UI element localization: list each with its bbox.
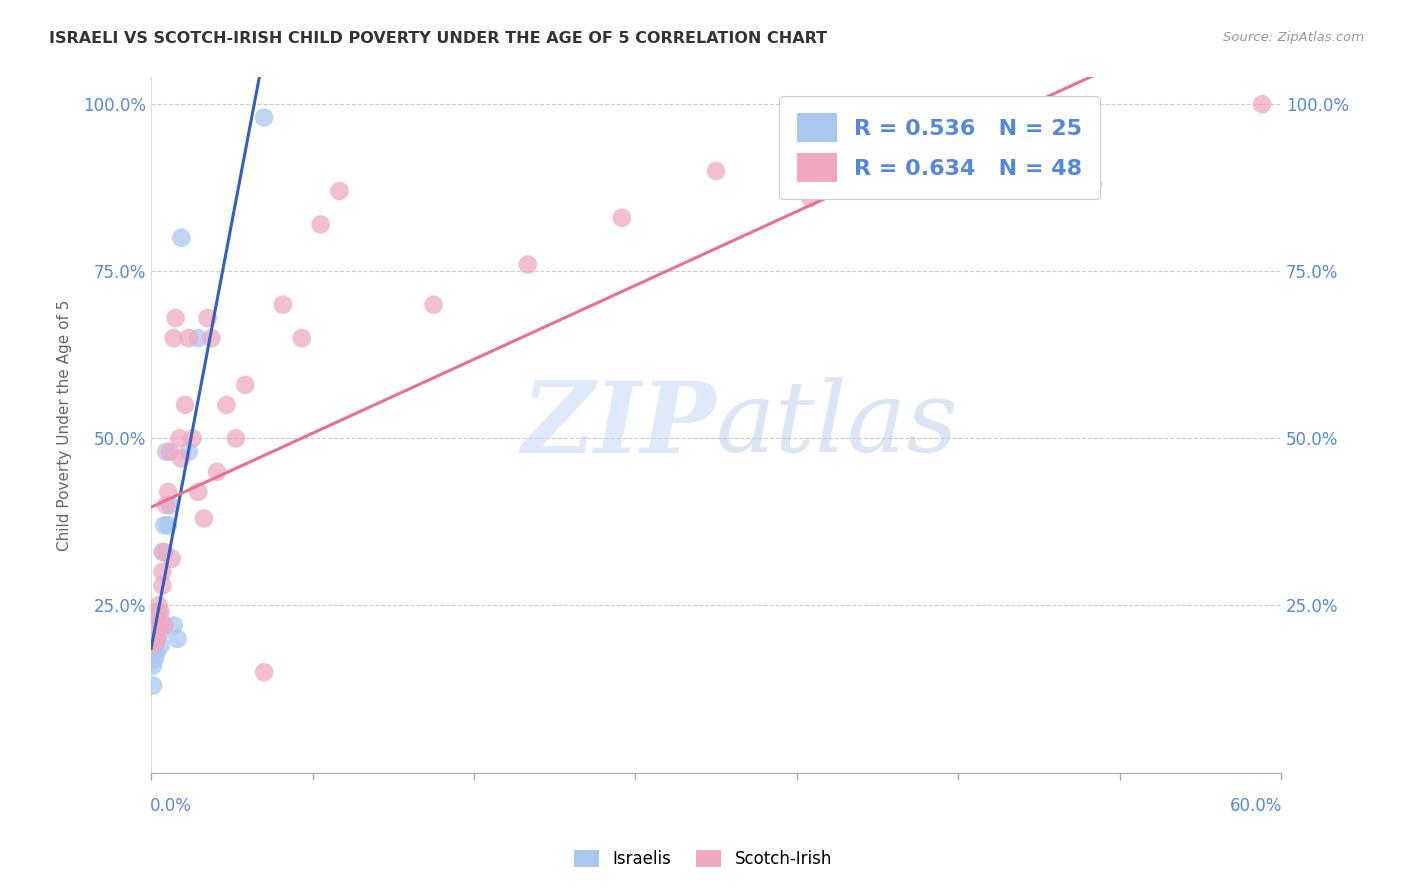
Point	[187, 331, 209, 345]
Point	[148, 605, 170, 619]
Point	[142, 639, 165, 653]
Point	[155, 444, 177, 458]
Point	[169, 431, 191, 445]
Point	[142, 658, 165, 673]
Point	[149, 625, 172, 640]
Point	[143, 652, 166, 666]
Point	[187, 484, 209, 499]
Text: ISRAELI VS SCOTCH-IRISH CHILD POVERTY UNDER THE AGE OF 5 CORRELATION CHART: ISRAELI VS SCOTCH-IRISH CHILD POVERTY UN…	[49, 31, 827, 46]
Point	[153, 518, 176, 533]
Point	[146, 612, 169, 626]
Point	[987, 151, 1010, 165]
Point	[163, 331, 186, 345]
Point	[152, 578, 174, 592]
Point	[165, 311, 187, 326]
Point	[143, 625, 166, 640]
Point	[146, 632, 169, 646]
Point	[516, 258, 538, 272]
Point	[148, 618, 170, 632]
Point	[291, 331, 314, 345]
Point	[197, 311, 219, 326]
Text: atlas: atlas	[716, 377, 959, 473]
Point	[142, 645, 165, 659]
Point	[328, 184, 350, 198]
Point	[149, 605, 172, 619]
Point	[271, 298, 294, 312]
Point	[163, 618, 186, 632]
Point	[148, 599, 170, 613]
Point	[1251, 97, 1274, 112]
Point	[181, 431, 204, 445]
Point	[143, 639, 166, 653]
Point	[200, 331, 222, 345]
Point	[146, 632, 169, 646]
Text: 0.0%: 0.0%	[150, 797, 191, 815]
Point	[142, 618, 165, 632]
Text: Source: ZipAtlas.com: Source: ZipAtlas.com	[1223, 31, 1364, 45]
Point	[152, 545, 174, 559]
Point	[157, 518, 180, 533]
Point	[253, 111, 276, 125]
Point	[610, 211, 633, 225]
Point	[166, 632, 188, 646]
Point	[153, 618, 176, 632]
Point	[1081, 178, 1104, 192]
Point	[153, 545, 176, 559]
Text: ZIP: ZIP	[522, 376, 716, 474]
Legend: Israelis, Scotch-Irish: Israelis, Scotch-Irish	[568, 843, 838, 875]
Point	[205, 465, 228, 479]
Point	[215, 398, 238, 412]
Point	[146, 618, 169, 632]
Point	[159, 498, 181, 512]
Point	[170, 451, 193, 466]
Point	[177, 444, 200, 458]
Point	[799, 191, 821, 205]
Point	[170, 231, 193, 245]
Y-axis label: Child Poverty Under the Age of 5: Child Poverty Under the Age of 5	[58, 300, 72, 550]
Text: 60.0%: 60.0%	[1230, 797, 1282, 815]
Point	[149, 618, 172, 632]
Legend: R = 0.536   N = 25, R = 0.634   N = 48: R = 0.536 N = 25, R = 0.634 N = 48	[779, 95, 1101, 199]
Point	[177, 331, 200, 345]
Point	[893, 164, 915, 178]
Point	[704, 164, 727, 178]
Point	[155, 498, 177, 512]
Point	[233, 377, 256, 392]
Point	[142, 605, 165, 619]
Point	[146, 645, 169, 659]
Point	[157, 484, 180, 499]
Point	[142, 632, 165, 646]
Point	[309, 218, 332, 232]
Point	[225, 431, 247, 445]
Point	[160, 551, 183, 566]
Point	[253, 665, 276, 680]
Point	[422, 298, 444, 312]
Point	[174, 398, 197, 412]
Point	[142, 679, 165, 693]
Point	[152, 565, 174, 579]
Point	[159, 444, 181, 458]
Point	[193, 511, 215, 525]
Point	[149, 639, 172, 653]
Point	[143, 618, 166, 632]
Point	[148, 618, 170, 632]
Point	[143, 632, 166, 646]
